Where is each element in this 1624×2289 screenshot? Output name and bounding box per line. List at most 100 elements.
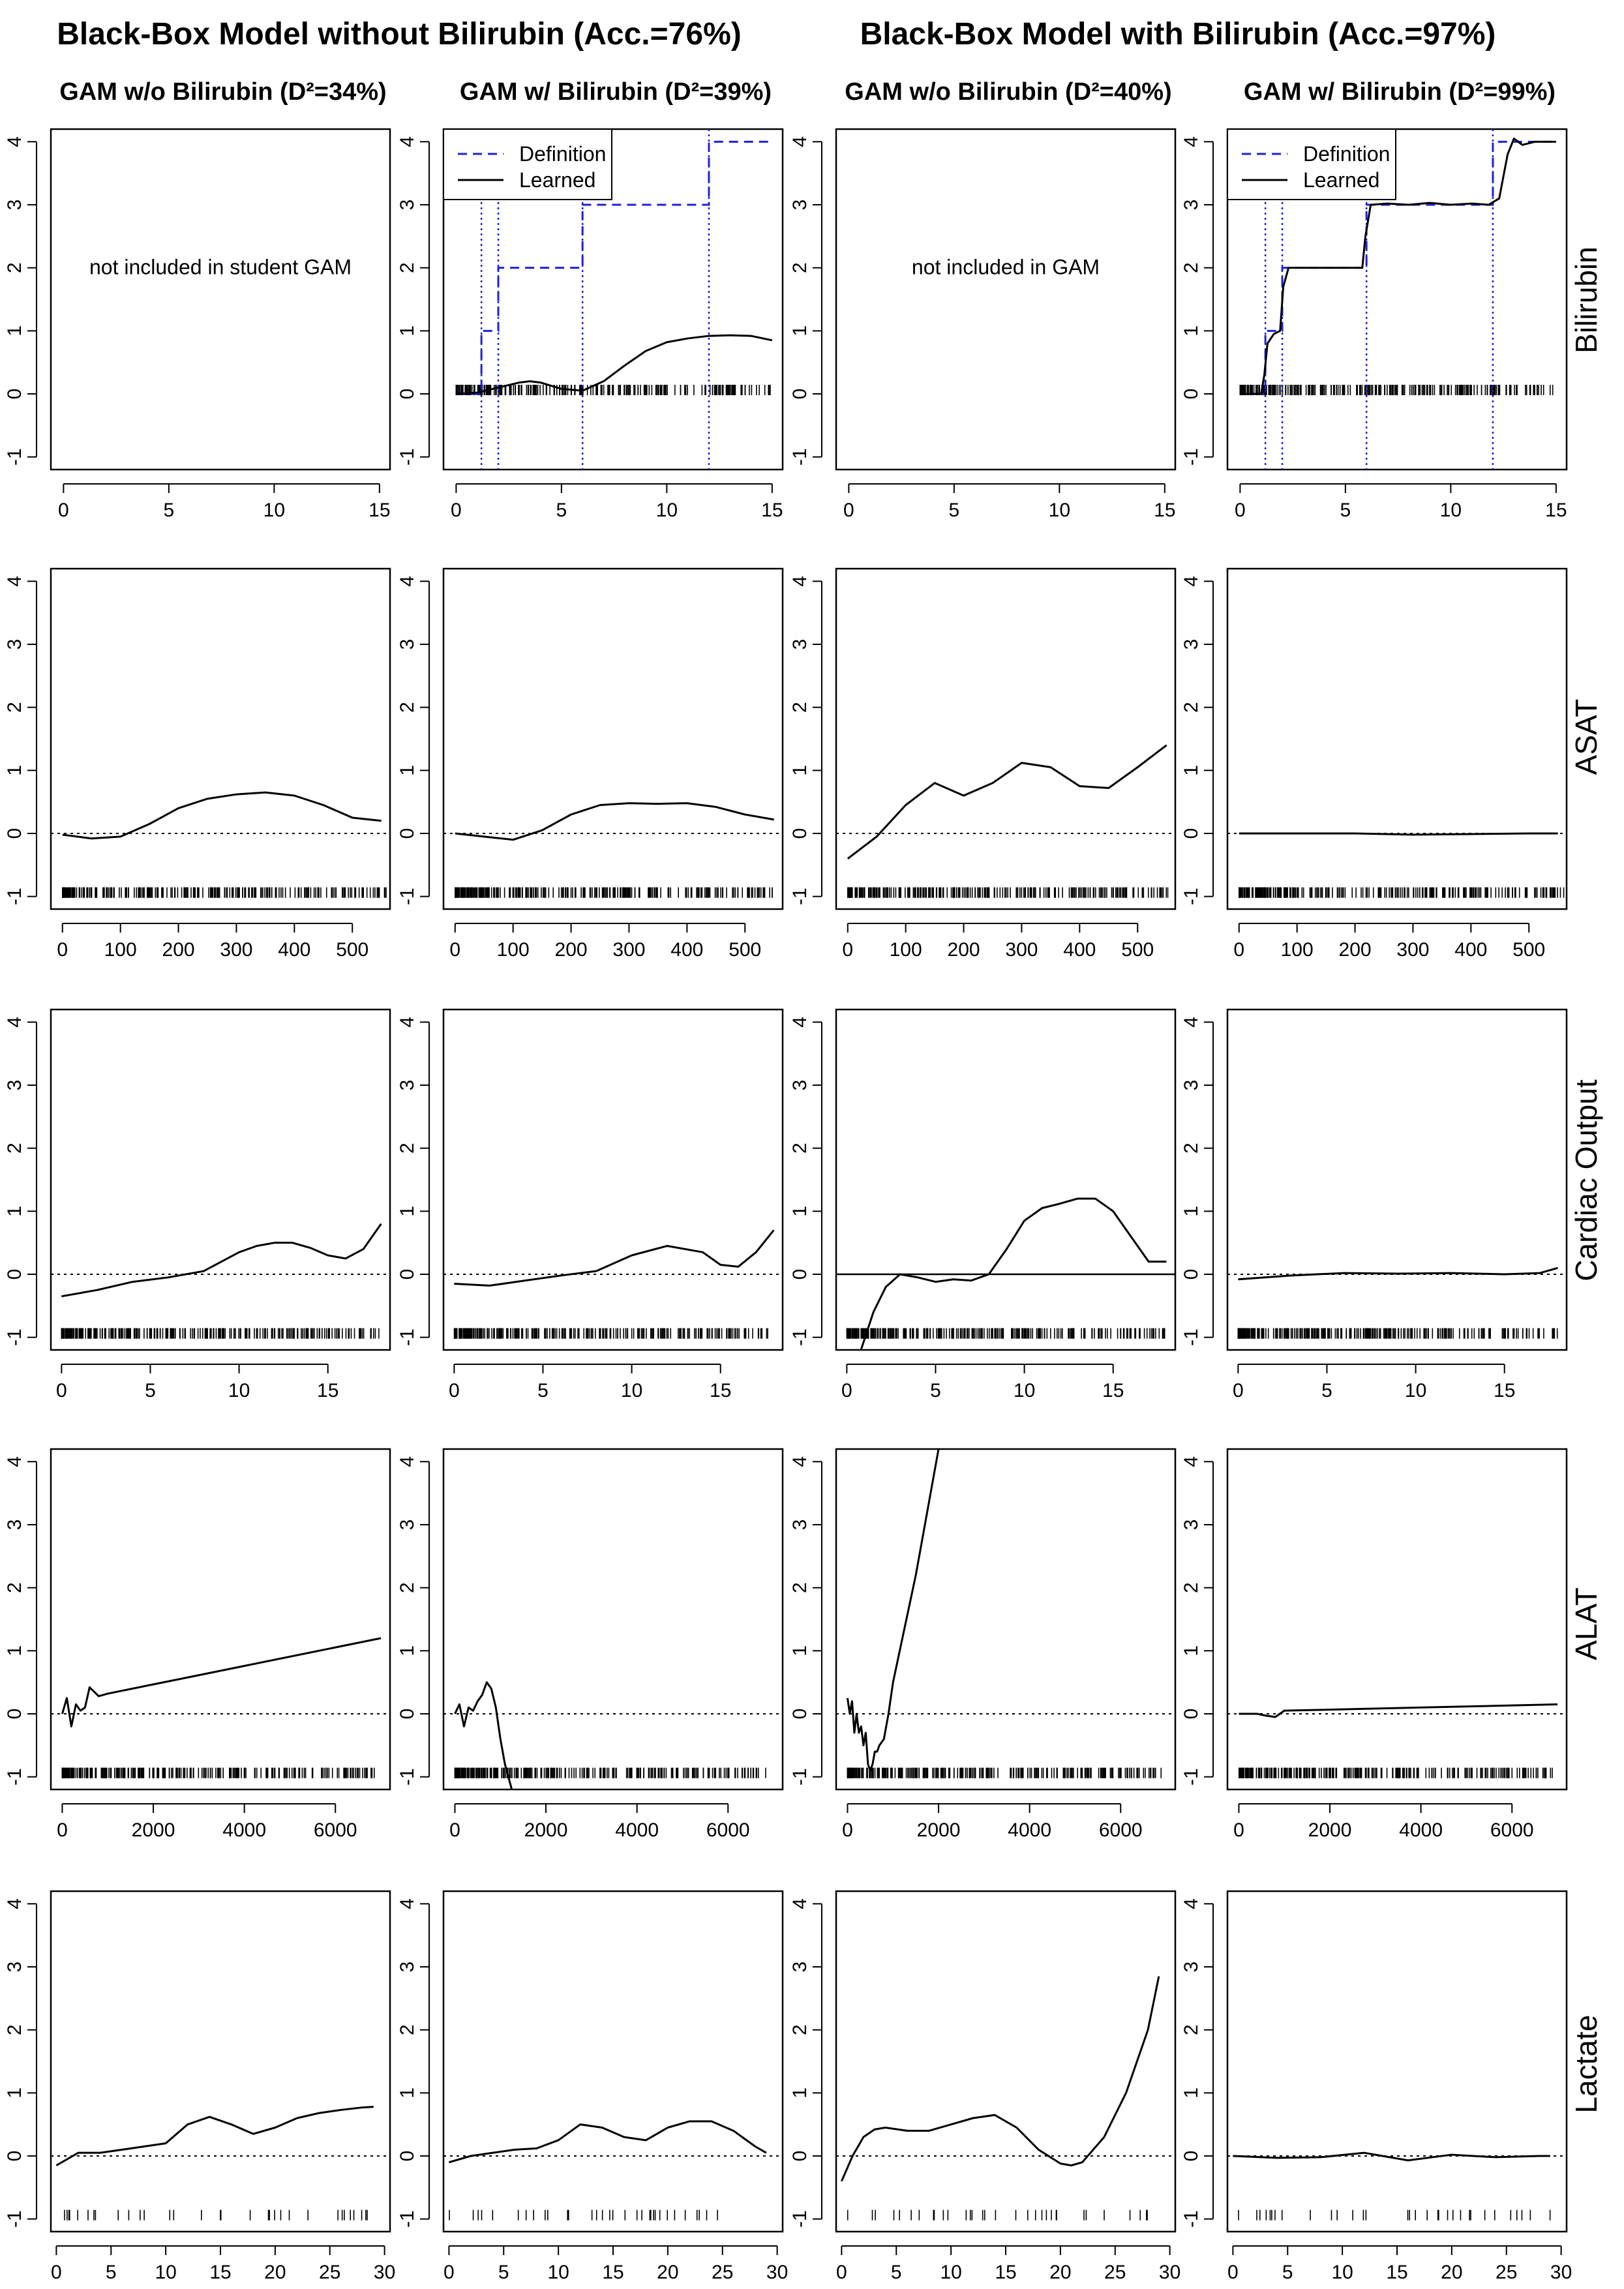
x-tick-label: 5 xyxy=(106,2262,117,2283)
x-tick-label: 5 xyxy=(1282,2262,1293,2283)
panel-frame xyxy=(1226,567,1568,910)
rug xyxy=(1239,385,1554,395)
rug xyxy=(61,887,387,898)
x-tick-label: 20 xyxy=(264,2262,286,2283)
y-tick-label: 3 xyxy=(1180,1080,1202,1091)
x-tick-label: 100 xyxy=(104,939,137,961)
y-tick-label: 3 xyxy=(789,1080,811,1091)
y-tick-label: -1 xyxy=(789,2210,811,2228)
x-tick-label: 0 xyxy=(57,939,68,961)
y-tick-label: 2 xyxy=(4,2024,25,2035)
y-tick-label: 0 xyxy=(789,389,811,400)
y-tick-label: 3 xyxy=(397,200,418,211)
y-tick-label: 3 xyxy=(789,639,811,650)
learned-line xyxy=(454,1681,513,1789)
y-tick-label: 2 xyxy=(1180,262,1202,273)
x-tick-label: 0 xyxy=(449,939,460,961)
rug xyxy=(1238,2209,1551,2221)
x-tick-label: 15 xyxy=(209,2262,231,2283)
row-label-bilirubin: Bilirubin xyxy=(1569,247,1603,353)
x-tick-label: 0 xyxy=(842,1819,853,1841)
x-tick-label: 10 xyxy=(1405,1380,1426,1401)
y-tick-label: 0 xyxy=(789,2151,811,2162)
y-tick-label: -1 xyxy=(397,448,418,466)
y-tick-label: 1 xyxy=(397,2087,418,2099)
legend-learned-label: Learned xyxy=(519,168,595,192)
x-tick-label: 5 xyxy=(537,1380,549,1401)
x-tick-label: 15 xyxy=(317,1380,338,1401)
panel-frame xyxy=(835,567,1177,910)
x-tick-label: 30 xyxy=(766,2262,788,2283)
y-tick-label: 4 xyxy=(397,1017,418,1028)
legend-definition-label: Definition xyxy=(1303,142,1390,166)
y-tick-label: 1 xyxy=(789,1206,811,1217)
panel-r4-c4: -1 0 1 2 3 4 0 2000 4000 6000 xyxy=(1180,1448,1568,1841)
rug xyxy=(1238,887,1565,898)
y-tick-label: 1 xyxy=(789,2087,811,2099)
y-tick-label: 4 xyxy=(789,136,811,147)
panel-r4-c2: -1 0 1 2 3 4 0 2000 4000 6000 xyxy=(397,1448,784,1841)
x-tick-label: 10 xyxy=(621,1380,642,1401)
x-tick-label: 4000 xyxy=(222,1819,266,1841)
x-tick-label: 0 xyxy=(1233,939,1244,961)
panel-r2-c2: -1 0 1 2 3 4 0 100 200 300 400 500 xyxy=(397,567,784,961)
panel-r3-c3: -1 0 1 2 3 4 0 5 10 15 xyxy=(789,1008,1177,1401)
y-tick-label: -1 xyxy=(4,1328,25,1346)
y-tick-label: 2 xyxy=(4,702,25,713)
x-tick-label: 0 xyxy=(1233,1380,1244,1401)
x-tick-label: 0 xyxy=(836,2262,847,2283)
x-tick-label: 5 xyxy=(164,500,175,521)
x-tick-label: 2000 xyxy=(132,1819,175,1841)
x-tick-label: 300 xyxy=(612,939,645,961)
y-tick-label: -1 xyxy=(4,1768,25,1786)
y-tick-label: 1 xyxy=(1180,1645,1202,1656)
x-tick-label: 5 xyxy=(1340,500,1351,521)
panel-frame xyxy=(50,1008,391,1351)
x-tick-label: 200 xyxy=(555,939,588,961)
x-tick-label: 200 xyxy=(1339,939,1372,961)
y-tick-label: 1 xyxy=(397,1206,418,1217)
panel-frame xyxy=(835,1890,1177,2233)
panel-r2-c1: -1 0 1 2 3 4 0 100 200 300 400 500 xyxy=(4,567,391,961)
x-tick-label: 5 xyxy=(891,2262,902,2283)
row-label-lactate: Lactate xyxy=(1569,2015,1603,2114)
x-tick-label: 15 xyxy=(1494,1380,1515,1401)
rug xyxy=(61,1767,375,1778)
y-tick-label: 4 xyxy=(789,1898,811,1909)
panel-frame xyxy=(442,1890,784,2233)
x-tick-label: 10 xyxy=(155,2262,176,2283)
learned-line xyxy=(1239,1703,1558,1718)
x-tick-label: 4000 xyxy=(1008,1819,1051,1841)
y-tick-label: -1 xyxy=(789,1768,811,1786)
x-tick-label: 0 xyxy=(449,1819,460,1841)
panel-r3-c4: -1 0 1 2 3 4 0 5 10 15 xyxy=(1180,1008,1568,1401)
column-title-2: GAM w/ Bilirubin (D²=39%) xyxy=(460,78,772,106)
panel-frame xyxy=(835,128,1177,471)
y-tick-label: 0 xyxy=(397,1269,418,1280)
x-tick-label: 10 xyxy=(940,2262,961,2283)
x-tick-label: 0 xyxy=(1235,500,1246,521)
panel-frame xyxy=(1226,1008,1568,1351)
panel-frame xyxy=(442,567,784,910)
panel-r1-c3: -1 0 1 2 3 4 0 5 10 15 not included in GAM xyxy=(789,128,1177,521)
y-tick-label: 4 xyxy=(397,136,418,147)
learned-line xyxy=(841,1976,1160,2182)
y-tick-label: 1 xyxy=(4,2087,25,2099)
y-tick-label: 0 xyxy=(397,2151,418,2162)
y-tick-label: 4 xyxy=(1180,576,1202,587)
x-tick-label: 5 xyxy=(556,500,567,521)
x-tick-label: 0 xyxy=(451,500,462,521)
x-tick-label: 5 xyxy=(498,2262,509,2283)
panel-frame xyxy=(442,128,784,471)
panel-r4-c1: -1 0 1 2 3 4 0 2000 4000 6000 xyxy=(4,1448,391,1841)
y-tick-label: 2 xyxy=(4,1143,25,1154)
y-tick-label: 1 xyxy=(789,765,811,776)
x-tick-label: 6000 xyxy=(706,1819,750,1841)
panel-frame xyxy=(50,128,391,471)
panel-frame xyxy=(50,567,391,910)
y-tick-label: 3 xyxy=(4,1962,25,1973)
y-tick-label: 2 xyxy=(397,1143,418,1154)
